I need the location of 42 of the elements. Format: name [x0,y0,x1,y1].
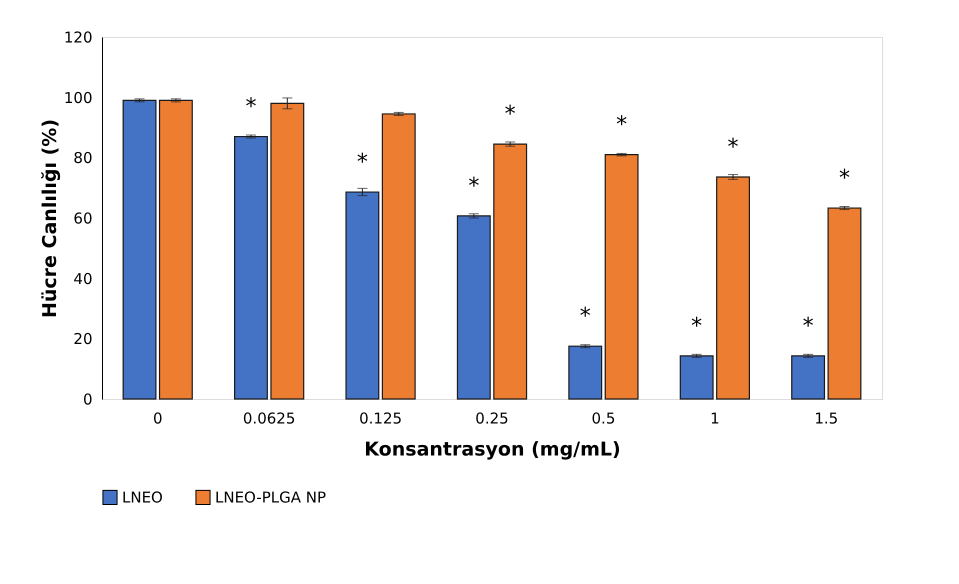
x-tick-label: 1 [710,410,720,428]
y-tick-label: 80 [73,149,92,168]
x-tick-label: 0 [152,410,162,428]
bar [568,346,602,400]
y-tick-label: 100 [64,88,92,107]
legend-label: LNEO-PLGA NP [215,488,326,506]
y-tick-label: 60 [73,210,92,228]
y-axis-title: Hücre Canlılığı (%) [38,118,61,318]
bar [270,102,304,400]
x-tick-label: 0.5 [592,410,616,428]
x-tick-label: 1.5 [814,410,838,428]
bar [828,207,862,400]
annotation: * [691,314,702,339]
bar [456,215,491,400]
annotation: * [356,150,368,176]
y-tick-label: 40 [73,270,92,288]
bar [122,100,156,400]
x-axis-title: Konsantrasyon (mg/mL) [364,438,621,460]
x-tick-label: 0.125 [359,410,402,428]
annotation: * [468,174,480,199]
annotation: * [245,94,256,120]
bar [158,100,193,400]
bar [604,154,639,400]
bar [680,355,714,400]
annotation: * [504,102,516,128]
bar [345,191,380,400]
bar [716,176,750,400]
y-tick-label: 20 [73,330,92,348]
x-tick-label: 0.0625 [242,410,296,428]
annotation: * [580,304,591,330]
y-tick-label: 0 [82,390,92,408]
annotation: * [802,314,814,339]
annotation: * [616,112,628,138]
bar [234,136,268,400]
bar [382,113,416,400]
legend-label: LNEO [122,488,163,506]
annotation: * [728,134,739,160]
annotation: * [838,166,850,192]
bar [493,143,528,400]
bar [791,355,826,400]
y-tick-label: 120 [64,28,92,46]
x-tick-label: 0.25 [475,410,509,428]
